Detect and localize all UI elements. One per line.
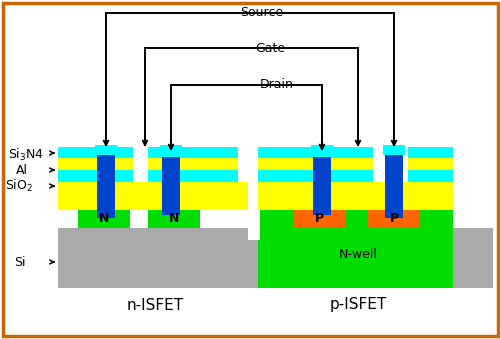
Text: P: P <box>315 213 324 225</box>
Bar <box>148 158 238 170</box>
Bar <box>408 147 453 158</box>
Text: Si: Si <box>14 256 26 268</box>
Bar <box>162 157 180 215</box>
Bar <box>58 170 133 182</box>
Text: N: N <box>99 213 109 225</box>
Bar <box>383 145 405 155</box>
Bar <box>248 145 260 240</box>
Text: N: N <box>169 213 179 225</box>
Text: Source: Source <box>240 6 283 20</box>
Text: p-ISFET: p-ISFET <box>329 298 387 313</box>
Bar <box>58 147 133 158</box>
Text: Al: Al <box>16 163 28 177</box>
Bar <box>58 228 493 288</box>
Bar <box>95 145 117 155</box>
Bar <box>258 158 373 170</box>
Text: n-ISFET: n-ISFET <box>126 298 183 313</box>
Text: Gate: Gate <box>255 41 285 55</box>
Bar <box>58 158 133 170</box>
Text: Drain: Drain <box>260 79 294 92</box>
Bar <box>160 145 182 155</box>
Bar <box>313 157 331 215</box>
Bar <box>408 170 453 182</box>
Bar <box>258 147 373 158</box>
Text: SiO$_2$: SiO$_2$ <box>5 178 33 194</box>
Bar <box>258 170 373 182</box>
Bar <box>148 210 200 228</box>
Bar <box>78 210 130 228</box>
Bar <box>408 158 453 170</box>
Bar <box>258 210 453 288</box>
Bar <box>97 152 115 218</box>
Bar <box>385 152 403 218</box>
Bar <box>368 210 420 228</box>
Bar <box>293 210 345 228</box>
Bar <box>148 147 238 158</box>
Text: N-well: N-well <box>339 248 377 261</box>
Bar <box>311 145 333 155</box>
Bar <box>58 182 248 210</box>
Bar <box>148 170 238 182</box>
Bar <box>258 182 453 210</box>
Text: Si$_3$N4: Si$_3$N4 <box>8 147 44 163</box>
Text: P: P <box>389 213 399 225</box>
